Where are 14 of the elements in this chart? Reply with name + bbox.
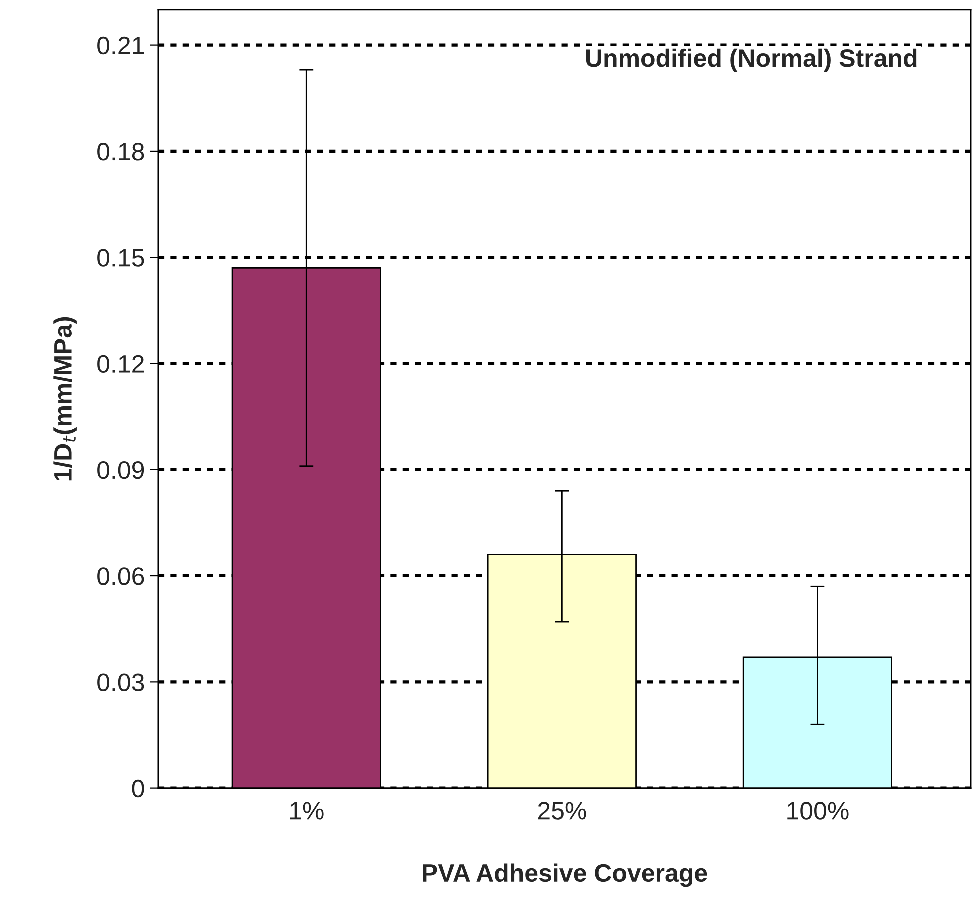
- y-tick-label: 0.18: [98, 143, 144, 161]
- y-axis-title: 1/D$_{t}$(mm/MPa): [54, 317, 77, 481]
- x-tick-label: 25%: [538, 802, 586, 820]
- y-tick-label: 0.21: [98, 36, 144, 55]
- x-tick-label: 1%: [290, 802, 324, 820]
- y-tick-label: 0.03: [98, 674, 144, 692]
- y-tick-label: 0.06: [98, 568, 144, 586]
- y-tick-label: 0.12: [98, 355, 144, 374]
- y-tick-label: 0.15: [98, 249, 144, 267]
- annotation: Unmodified (Normal) Strand: [586, 48, 917, 72]
- x-tick-label: 100%: [788, 802, 849, 820]
- y-tick-label: 0: [132, 780, 144, 798]
- y-tick-label: 0.09: [98, 461, 144, 480]
- x-axis-title: PVA Adhesive Coverage: [423, 864, 708, 888]
